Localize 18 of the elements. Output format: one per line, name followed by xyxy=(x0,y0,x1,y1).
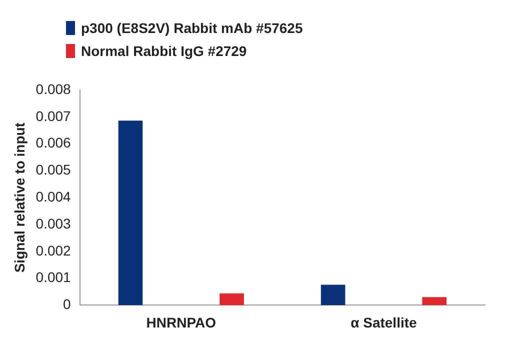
bar xyxy=(320,284,346,306)
y-tick-label: 0 xyxy=(63,296,72,312)
x-tick-label: HNRNPAO xyxy=(146,314,216,330)
y-tick-label: 0.007 xyxy=(36,108,72,124)
y-tick-label: 0.002 xyxy=(36,242,72,258)
y-tick-label: 0.008 xyxy=(36,80,72,97)
bar xyxy=(220,293,244,306)
y-tick-label: 0.006 xyxy=(36,134,72,151)
y-axis-title: Signal relative to input xyxy=(11,122,28,273)
x-tick-label: α Satellite xyxy=(350,314,418,330)
y-tick-label: 0.005 xyxy=(36,162,72,178)
legend-label: Normal Rabbit IgG #2729 xyxy=(81,42,247,58)
bar xyxy=(422,297,447,306)
legend-label: p300 (E8S2V) Rabbit mAb #57625 xyxy=(81,20,303,36)
y-tick-label: 0.003 xyxy=(36,215,72,232)
y-tick-label: 0.001 xyxy=(36,269,72,286)
y-tick-label: 0.004 xyxy=(36,188,72,204)
bar xyxy=(118,120,143,306)
